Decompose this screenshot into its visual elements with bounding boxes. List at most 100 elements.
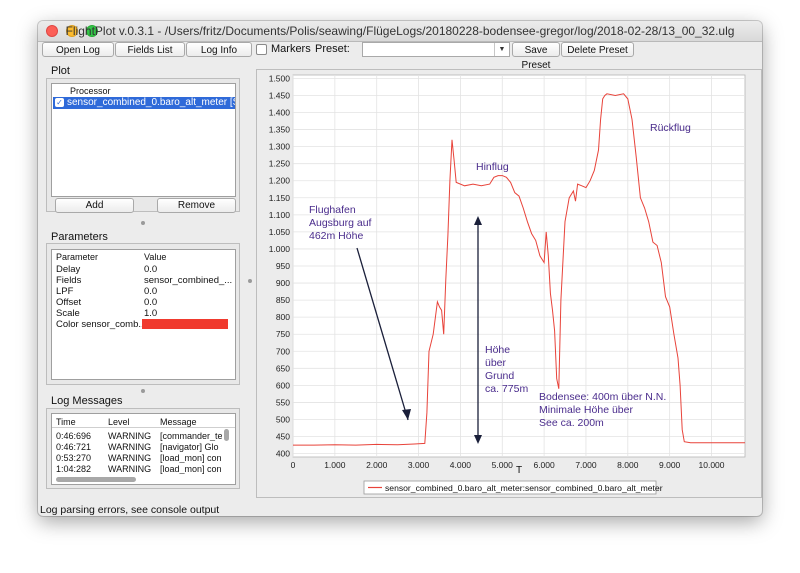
processor-list[interactable]: Processor ✓ sensor_combined_0.baro_alt_me… bbox=[51, 83, 236, 197]
log-level: WARNING bbox=[108, 431, 152, 441]
y-tick-label: 850 bbox=[276, 295, 290, 305]
window-title: FlightPlot v.0.3.1 - /Users/fritz/Docume… bbox=[65, 24, 735, 38]
y-tick-label: 1.000 bbox=[269, 244, 291, 254]
log-time: 0:46:696 bbox=[56, 431, 92, 441]
remove-processor-button[interactable]: Remove bbox=[157, 198, 236, 213]
save-preset-button[interactable]: Save Preset bbox=[512, 42, 560, 71]
splitter-handle[interactable] bbox=[141, 221, 145, 225]
log-level: WARNING bbox=[108, 453, 152, 463]
parameters-panel-title: Parameters bbox=[51, 231, 108, 243]
log-time: 0:46:721 bbox=[56, 442, 92, 452]
log-messages-table[interactable]: Time Level Message 0:46:696 WARNING [com… bbox=[51, 413, 236, 485]
title-bar: FlightPlot v.0.3.1 - /Users/fritz/Docume… bbox=[38, 21, 762, 42]
x-tick-label: 7.000 bbox=[575, 460, 597, 470]
log-message: [commander_te bbox=[160, 431, 222, 441]
altitude-chart[interactable]: 400 450 500 550 600 650 700 750 800 850 900 950 1.00… bbox=[257, 70, 761, 497]
param-name: Fields bbox=[56, 275, 82, 286]
close-window-button[interactable] bbox=[46, 25, 58, 37]
chevron-down-icon: ▼ bbox=[494, 43, 509, 56]
y-tick-label: 1.050 bbox=[269, 227, 291, 237]
log-level: WARNING bbox=[108, 442, 152, 452]
y-tick-label: 400 bbox=[276, 449, 290, 459]
x-tick-label: 6.000 bbox=[533, 460, 555, 470]
x-tick-label: 0 bbox=[291, 460, 296, 470]
log-message: [load_mon] con bbox=[160, 464, 222, 474]
y-tick-label: 1.150 bbox=[269, 193, 291, 203]
checkmark-icon[interactable]: ✓ bbox=[55, 98, 64, 107]
horizontal-scrollbar[interactable] bbox=[56, 477, 136, 482]
parameters-table[interactable]: Parameter Value Delay 0.0 Fields sensor_… bbox=[51, 249, 236, 380]
y-tick-label: 800 bbox=[276, 312, 290, 322]
x-tick-label: 5.000 bbox=[492, 460, 514, 470]
x-tick-label: 10.000 bbox=[699, 460, 725, 470]
status-bar: Log parsing errors, see console output bbox=[40, 504, 220, 516]
y-tick-label: 1.450 bbox=[269, 90, 291, 100]
log-time: 1:04:282 bbox=[56, 464, 92, 474]
zoom-window-button[interactable] bbox=[86, 25, 98, 37]
arrow-airport bbox=[356, 247, 409, 421]
add-processor-button[interactable]: Add bbox=[55, 198, 134, 213]
delete-preset-button[interactable]: Delete Preset bbox=[561, 42, 634, 57]
y-tick-label: 550 bbox=[276, 397, 290, 407]
param-name: Color sensor_comb... bbox=[56, 319, 147, 330]
log-messages-panel-title: Log Messages bbox=[51, 395, 123, 407]
x-tick-label: 1.000 bbox=[324, 460, 346, 470]
preset-label: Preset: bbox=[315, 43, 350, 55]
param-value[interactable]: 0.0 bbox=[144, 286, 158, 297]
y-tick-label: 1.400 bbox=[269, 108, 291, 118]
y-tick-label: 450 bbox=[276, 432, 290, 442]
fields-list-button[interactable]: Fields List bbox=[115, 42, 185, 57]
splitter-handle[interactable] bbox=[141, 389, 145, 393]
plot-panel: Processor ✓ sensor_combined_0.baro_alt_me… bbox=[46, 78, 240, 213]
annotation-hinflug: Hinflug bbox=[476, 161, 509, 173]
markers-checkbox[interactable] bbox=[256, 44, 267, 55]
processor-row-label: sensor_combined_0.baro_alt_meter [Si... bbox=[67, 97, 236, 108]
preset-select[interactable]: ▼ bbox=[362, 42, 510, 57]
arrowhead-down-icon bbox=[474, 435, 482, 444]
open-log-button[interactable]: Open Log bbox=[42, 42, 114, 57]
param-name: LPF bbox=[56, 286, 74, 297]
value-column-header: Value bbox=[144, 252, 167, 262]
y-tick-label: 700 bbox=[276, 346, 290, 356]
y-tick-label: 600 bbox=[276, 380, 290, 390]
parameters-panel: Parameter Value Delay 0.0 Fields sensor_… bbox=[46, 243, 240, 385]
splitter-handle[interactable] bbox=[248, 279, 252, 283]
vertical-scrollbar[interactable] bbox=[224, 429, 229, 441]
parameter-column-header: Parameter bbox=[56, 252, 99, 262]
param-name: Delay bbox=[56, 264, 81, 275]
arrowhead-icon bbox=[402, 409, 411, 420]
color-swatch[interactable] bbox=[142, 319, 228, 329]
log-message: [navigator] Glo bbox=[160, 442, 219, 452]
markers-label: Markers bbox=[271, 43, 311, 55]
y-tick-label: 1.350 bbox=[269, 125, 291, 135]
y-tick-label: 650 bbox=[276, 363, 290, 373]
series-line bbox=[293, 93, 745, 446]
param-value[interactable]: 1.0 bbox=[144, 308, 158, 319]
app-window: FlightPlot v.0.3.1 - /Users/fritz/Docume… bbox=[38, 21, 762, 516]
processor-row[interactable]: ✓ sensor_combined_0.baro_alt_meter [Si... bbox=[53, 97, 236, 109]
param-value[interactable]: 0.0 bbox=[144, 297, 158, 308]
level-column-header: Level bbox=[108, 417, 130, 427]
param-name: Scale bbox=[56, 308, 80, 319]
y-tick-label: 1.200 bbox=[269, 176, 291, 186]
x-tick-label: 8.000 bbox=[617, 460, 639, 470]
x-axis-label: T bbox=[516, 465, 522, 476]
arrowhead-up-icon bbox=[474, 216, 482, 225]
param-name: Offset bbox=[56, 297, 82, 308]
y-tick-label: 900 bbox=[276, 278, 290, 288]
param-value[interactable]: 0.0 bbox=[144, 264, 158, 275]
chart-panel: 400 450 500 550 600 650 700 750 800 850 900 950 1.00… bbox=[256, 69, 762, 498]
y-axis: 400 450 500 550 600 650 700 750 800 850 900 950 1.00… bbox=[269, 73, 291, 458]
minimize-window-button[interactable] bbox=[66, 25, 78, 37]
legend bbox=[363, 480, 657, 495]
log-message: [load_mon] con bbox=[160, 453, 222, 463]
x-tick-label: 2.000 bbox=[366, 460, 388, 470]
annotation-bodensee: Bodensee: 400m über N.N. Minimale Höhe üb… bbox=[539, 391, 666, 429]
processor-column-header: Processor bbox=[70, 86, 111, 96]
log-info-button[interactable]: Log Info bbox=[186, 42, 252, 57]
param-value[interactable]: sensor_combined_... bbox=[144, 275, 232, 286]
x-tick-label: 9.000 bbox=[659, 460, 681, 470]
time-column-header: Time bbox=[56, 417, 76, 427]
legend-label: sensor_combined_0.baro_alt_meter:sensor_… bbox=[385, 483, 663, 493]
y-tick-label: 750 bbox=[276, 329, 290, 339]
